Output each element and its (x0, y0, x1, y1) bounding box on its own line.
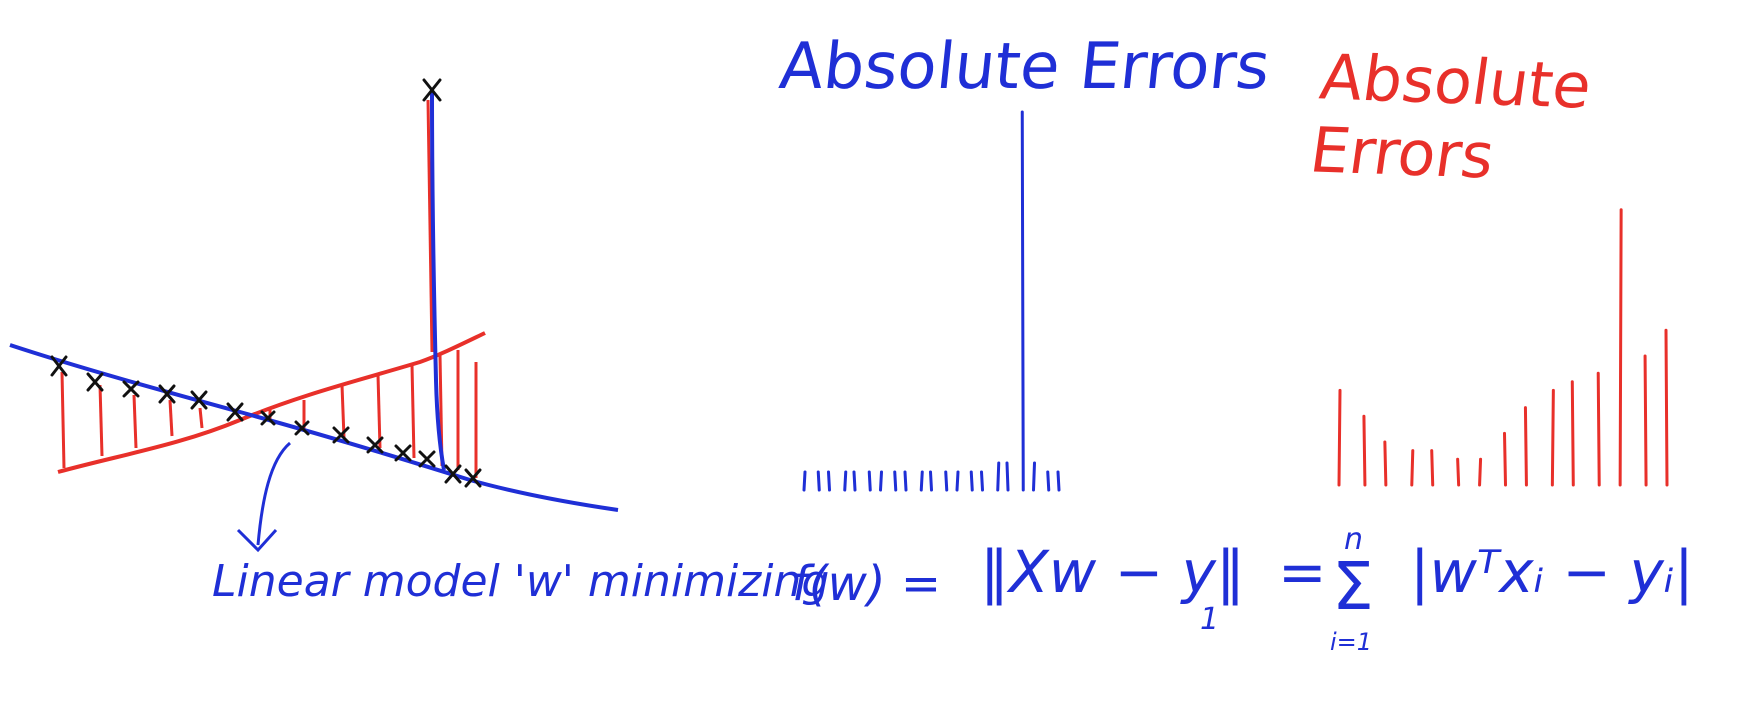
error-bar (852, 470, 857, 492)
data-point (332, 426, 350, 444)
error-bar (1570, 380, 1575, 487)
red-fit-line (57, 331, 486, 474)
red-residual (98, 384, 104, 457)
equation-lhs: f(w) = (792, 556, 942, 612)
error-bar (816, 470, 821, 492)
error-bar (1643, 354, 1648, 487)
error-bar (867, 470, 872, 492)
red-residual (426, 99, 434, 353)
error-bar (1618, 208, 1623, 487)
error-bar (879, 470, 883, 492)
error-bar (1478, 457, 1483, 487)
blue-outlier-residual (430, 91, 446, 471)
error-bar (827, 470, 831, 492)
error-bar (903, 470, 908, 492)
error-bar (1456, 457, 1461, 487)
red-residual (410, 364, 416, 459)
error-bar (969, 470, 974, 492)
error-bar (1362, 414, 1367, 487)
red-residuals (60, 99, 478, 478)
equation-norm: ‖Xw − y‖ (980, 538, 1245, 606)
arrow-icon (256, 441, 292, 546)
blue-errors-title: Absolute Errors (776, 30, 1274, 104)
error-bar (893, 470, 898, 492)
error-bar (1596, 371, 1601, 487)
data-point (226, 402, 244, 422)
equation-sum-upper: n (1344, 522, 1364, 557)
error-bar (1005, 461, 1010, 492)
equation-norm-subscript: 1 (1200, 602, 1220, 637)
error-bar (1020, 110, 1025, 492)
error-bar (802, 470, 807, 492)
red-residual (376, 374, 382, 449)
data-point (464, 468, 482, 488)
red-residual (168, 399, 174, 437)
data-point (394, 444, 412, 462)
red-residual (340, 384, 346, 439)
error-bar (1550, 388, 1555, 487)
data-point (50, 355, 68, 377)
error-bar (1032, 461, 1036, 492)
data-point (294, 420, 310, 436)
error-bar (1337, 388, 1342, 487)
blue-error-bars (802, 110, 1061, 492)
error-bar (1410, 449, 1415, 487)
red-residual (198, 407, 204, 429)
equation-sum-lower: i=1 (1330, 628, 1373, 656)
error-bar (980, 470, 984, 492)
error-bar (1664, 328, 1669, 487)
data-point (260, 410, 276, 426)
red-residual (60, 371, 66, 469)
data-point (122, 380, 140, 398)
data-point (158, 384, 176, 404)
equation-sum-symbol: Σ (1332, 548, 1374, 625)
data-point (86, 372, 104, 392)
error-bar (944, 470, 949, 492)
equation-equals: = (1278, 538, 1327, 606)
error-bar (1503, 431, 1507, 487)
red-error-bars (1337, 208, 1669, 487)
error-bar (843, 470, 848, 492)
arrow-head-icon (236, 528, 278, 553)
data-point (366, 436, 384, 454)
data-point-outlier (422, 78, 442, 102)
data-point (444, 464, 462, 484)
equation-caption: Linear model 'w' minimizing (212, 556, 830, 607)
error-bar (955, 470, 960, 492)
error-bar (929, 470, 933, 492)
error-bar (1056, 470, 1061, 492)
data-point (190, 390, 208, 410)
error-bar (996, 461, 1001, 492)
error-bar (1383, 440, 1388, 487)
red-errors-title: Absolute Errors (1305, 40, 1596, 193)
red-residual (132, 394, 138, 449)
error-bar (1046, 470, 1051, 492)
equation-summand: |wᵀxᵢ − yᵢ| (1410, 538, 1694, 606)
error-bar (919, 470, 924, 492)
data-point (418, 450, 436, 468)
data-points (50, 78, 482, 488)
error-bar (1430, 449, 1435, 487)
error-bar (1523, 406, 1528, 487)
